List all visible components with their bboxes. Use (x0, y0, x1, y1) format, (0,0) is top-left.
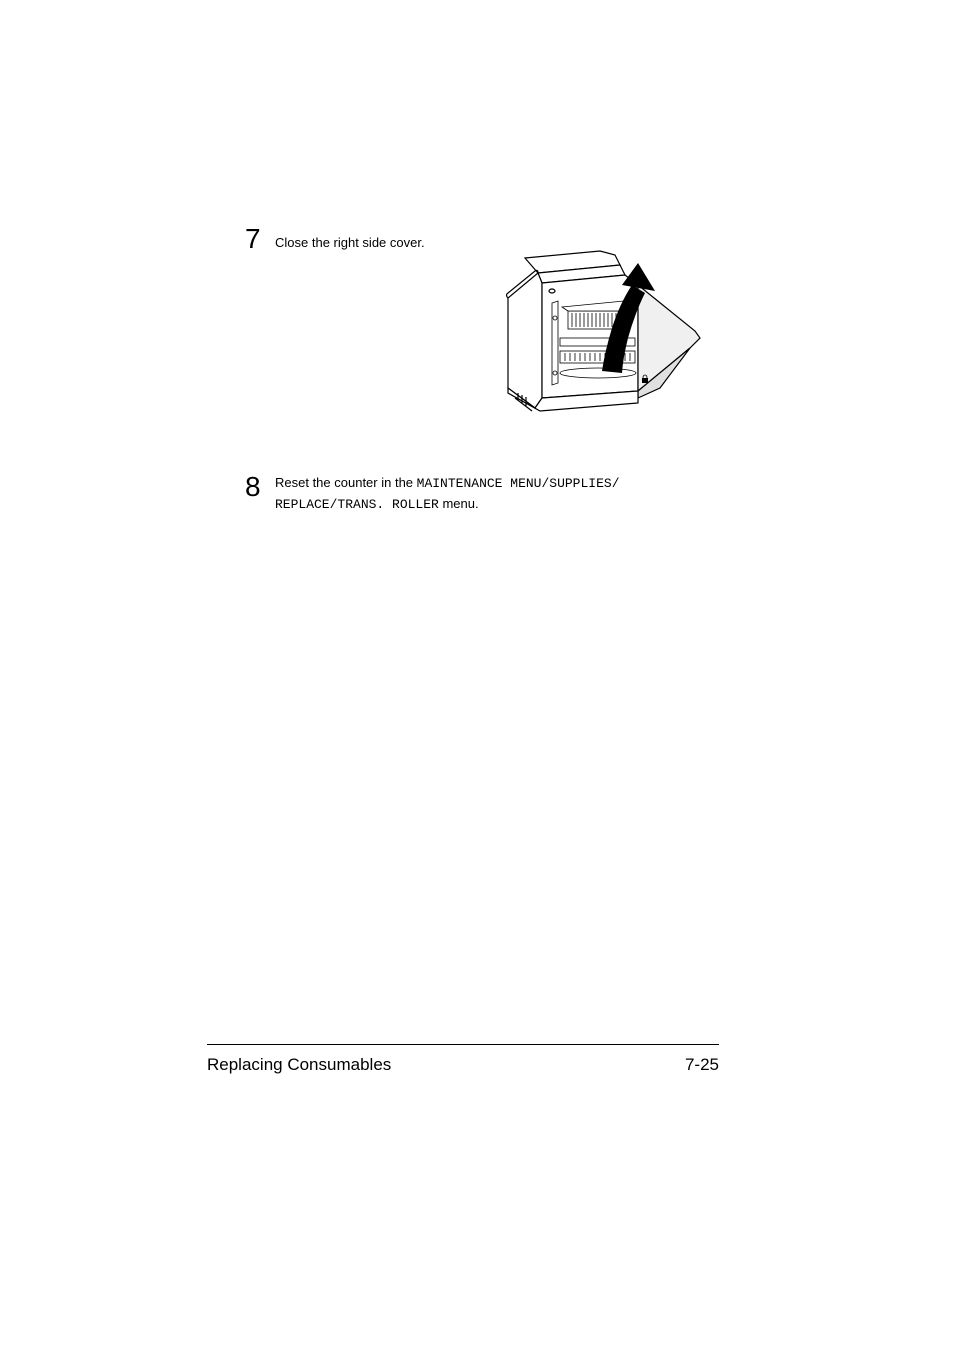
step8-container: 8 Reset the counter in the MAINTENANCE M… (245, 473, 710, 514)
footer-title: Replacing Consumables (207, 1055, 391, 1075)
footer-page-number: 7-25 (685, 1055, 719, 1075)
step8-menupath1: MAINTENANCE MENU/SUPPLIES/ (417, 476, 620, 491)
step7-container: 7 Close the right side cover. (245, 225, 710, 438)
step8-menupath2: REPLACE/TRANS. ROLLER (275, 497, 439, 512)
step7-text: Close the right side cover. (275, 225, 425, 252)
step8-block: 8 Reset the counter in the MAINTENANCE M… (245, 473, 710, 514)
step8-prefix: Reset the counter in the (275, 475, 417, 490)
step7-number: 7 (245, 225, 265, 253)
footer-divider (207, 1044, 719, 1045)
step8-number: 8 (245, 473, 265, 501)
page-footer: Replacing Consumables 7-25 (207, 1044, 719, 1075)
printer-illustration (490, 243, 710, 438)
page-content: 7 Close the right side cover. (245, 225, 710, 534)
step8-text: Reset the counter in the MAINTENANCE MEN… (275, 473, 620, 514)
footer-content: Replacing Consumables 7-25 (207, 1055, 719, 1075)
step8-suffix: menu. (439, 496, 479, 511)
step7-block: 7 Close the right side cover. (245, 225, 425, 253)
